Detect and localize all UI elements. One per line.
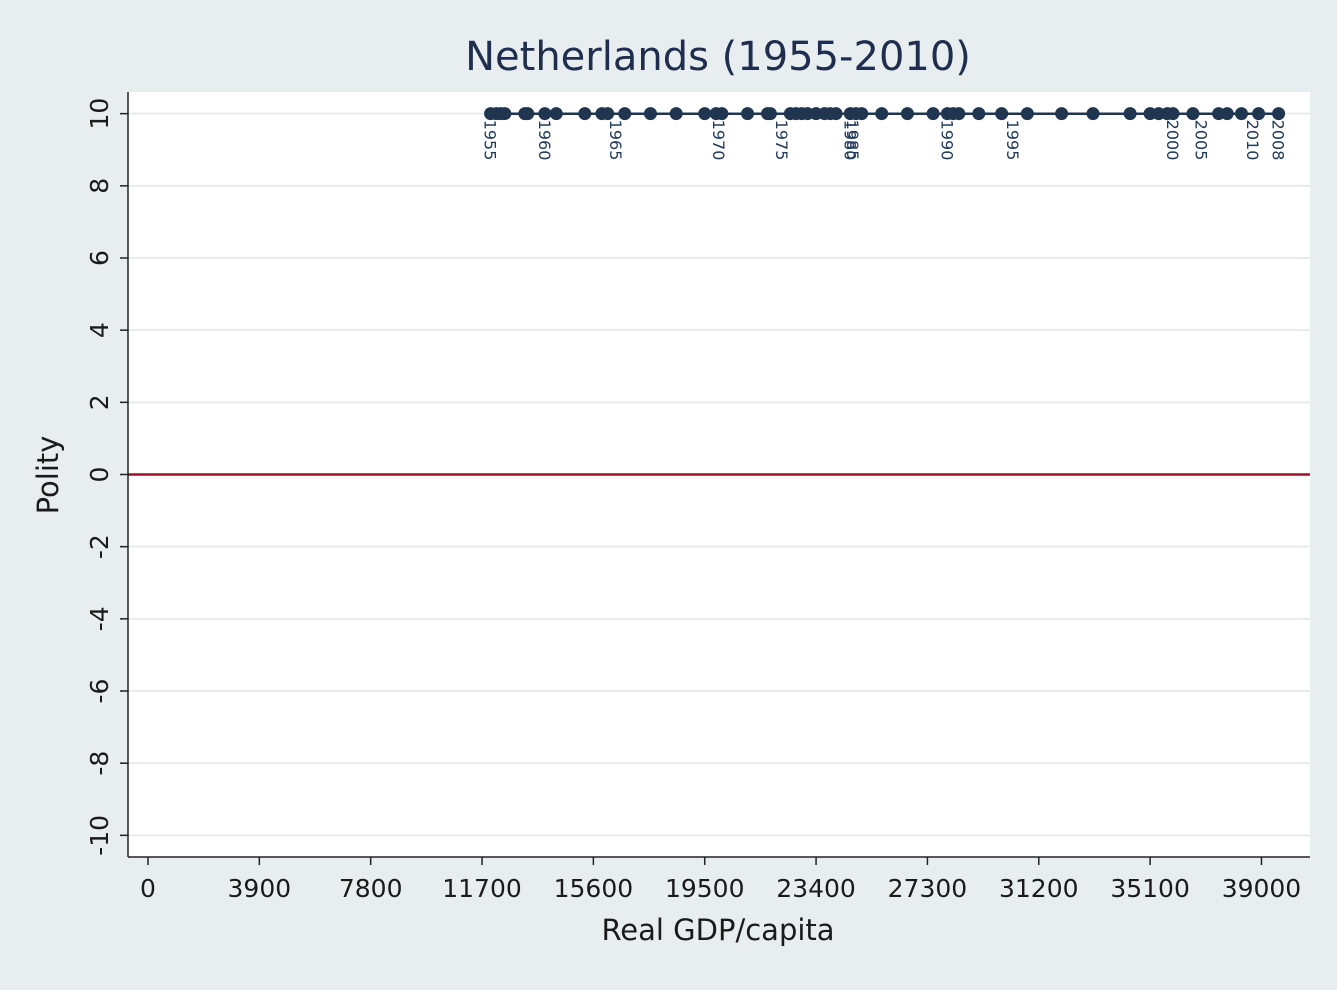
data-point <box>926 107 940 121</box>
x-tick-label: 3900 <box>228 874 292 903</box>
x-axis-label: Real GDP/capita <box>601 913 834 947</box>
data-point <box>698 107 712 121</box>
data-point <box>829 107 843 121</box>
data-point <box>1272 107 1286 121</box>
data-point <box>1086 107 1100 121</box>
data-point <box>763 107 777 121</box>
point-year-label: 1985 <box>843 120 862 161</box>
point-year-label: 1955 <box>481 120 500 161</box>
point-year-label: 1965 <box>606 120 625 161</box>
x-tick-label: 0 <box>140 874 156 903</box>
y-tick-label: 4 <box>85 322 114 338</box>
data-point <box>578 107 592 121</box>
y-tick-label: 10 <box>85 98 114 130</box>
x-tick-label: 7800 <box>339 874 403 903</box>
data-point <box>972 107 986 121</box>
axes: -10 -8 -6 -4 -2 0 2 4 6 8 10 0 3900 7800 11700 15600 195… <box>85 92 1310 903</box>
x-tick-label: 19500 <box>665 874 745 903</box>
data-point <box>1252 107 1266 121</box>
data-point <box>1234 107 1248 121</box>
x-tick-label: 23400 <box>776 874 856 903</box>
data-point <box>952 107 966 121</box>
data-point <box>498 107 512 121</box>
data-point <box>521 107 535 121</box>
data-point <box>538 107 552 121</box>
point-year-label: 2008 <box>1269 120 1288 161</box>
data-point <box>601 107 615 121</box>
data-point <box>618 107 632 121</box>
data-point <box>715 107 729 121</box>
point-year-label: 1960 <box>535 120 554 161</box>
x-tick-label: 15600 <box>554 874 634 903</box>
y-tick-label: -6 <box>85 679 114 704</box>
data-point <box>995 107 1009 121</box>
point-year-label: 1970 <box>709 120 728 161</box>
point-year-label: 2005 <box>1192 120 1211 161</box>
data-point <box>875 107 889 121</box>
y-tick-label: -8 <box>85 751 114 776</box>
data-point <box>900 107 914 121</box>
point-year-label: 1980 <box>840 120 859 161</box>
point-year-label: 2000 <box>1163 120 1182 161</box>
y-tick-label: -2 <box>85 534 114 559</box>
y-tick-label: 0 <box>85 467 114 483</box>
point-year-label: 2010 <box>1243 120 1262 161</box>
chart-title: Netherlands (1955-2010) <box>465 34 971 80</box>
point-year-label: 1995 <box>1003 120 1022 161</box>
x-tick-label: 31200 <box>999 874 1079 903</box>
data-point <box>1055 107 1069 121</box>
y-tick-label: 8 <box>85 178 114 194</box>
y-tick-label: 6 <box>85 250 114 266</box>
data-point <box>643 107 657 121</box>
point-year-label: 1975 <box>772 120 791 161</box>
data-point <box>1186 107 1200 121</box>
data-point <box>669 107 683 121</box>
data-point <box>1123 107 1137 121</box>
data-point <box>1020 107 1034 121</box>
x-tick-label: 27300 <box>888 874 968 903</box>
data-point <box>1166 107 1180 121</box>
point-year-label: 1990 <box>937 120 956 161</box>
x-tick-label: 35100 <box>1110 874 1190 903</box>
data-point <box>549 107 563 121</box>
y-tick-label: 2 <box>85 394 114 410</box>
y-tick-label: -10 <box>85 815 114 856</box>
y-tick-label: -4 <box>85 606 114 631</box>
data-point <box>741 107 755 121</box>
x-tick-label: 39000 <box>1222 874 1302 903</box>
data-point <box>855 107 869 121</box>
x-tick-label: 11700 <box>442 874 522 903</box>
data-point <box>1220 107 1234 121</box>
y-axis-label: Polity <box>31 436 65 515</box>
